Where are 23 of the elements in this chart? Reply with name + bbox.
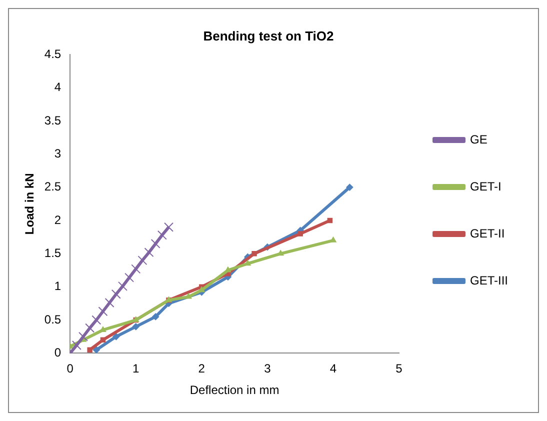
y-axis-title: Load in kN (22, 173, 37, 235)
chart-title: Bending test on TiO2 (203, 28, 334, 44)
legend-label: GET-II (470, 226, 505, 240)
y-tick-label: 4 (54, 80, 62, 94)
y-tick-label: 2 (54, 212, 62, 227)
x-tick-label: 1 (132, 362, 140, 376)
legend-label: GET-I (470, 179, 502, 194)
x-tick-label: 3 (264, 362, 272, 376)
legend-label: GE (470, 132, 488, 146)
y-tick-label: 3.5 (44, 113, 62, 128)
y-tick-label: 0.5 (44, 312, 62, 326)
x-tick-label: 5 (396, 362, 403, 376)
x-axis-title: Deflection in mm (190, 383, 280, 398)
y-tick-label: 3 (54, 146, 62, 160)
y-tick-label: 1.5 (44, 246, 62, 260)
x-tick-label: 4 (330, 362, 337, 376)
x-tick-label: 2 (198, 362, 206, 376)
y-tick-label: 0 (54, 346, 62, 360)
y-tick-label: 4.5 (44, 46, 62, 61)
x-tick-label: 0 (66, 362, 74, 376)
y-tick-label: 2.5 (44, 180, 62, 194)
legend-label: GET-III (470, 273, 508, 288)
y-tick-label: 1 (54, 279, 62, 294)
